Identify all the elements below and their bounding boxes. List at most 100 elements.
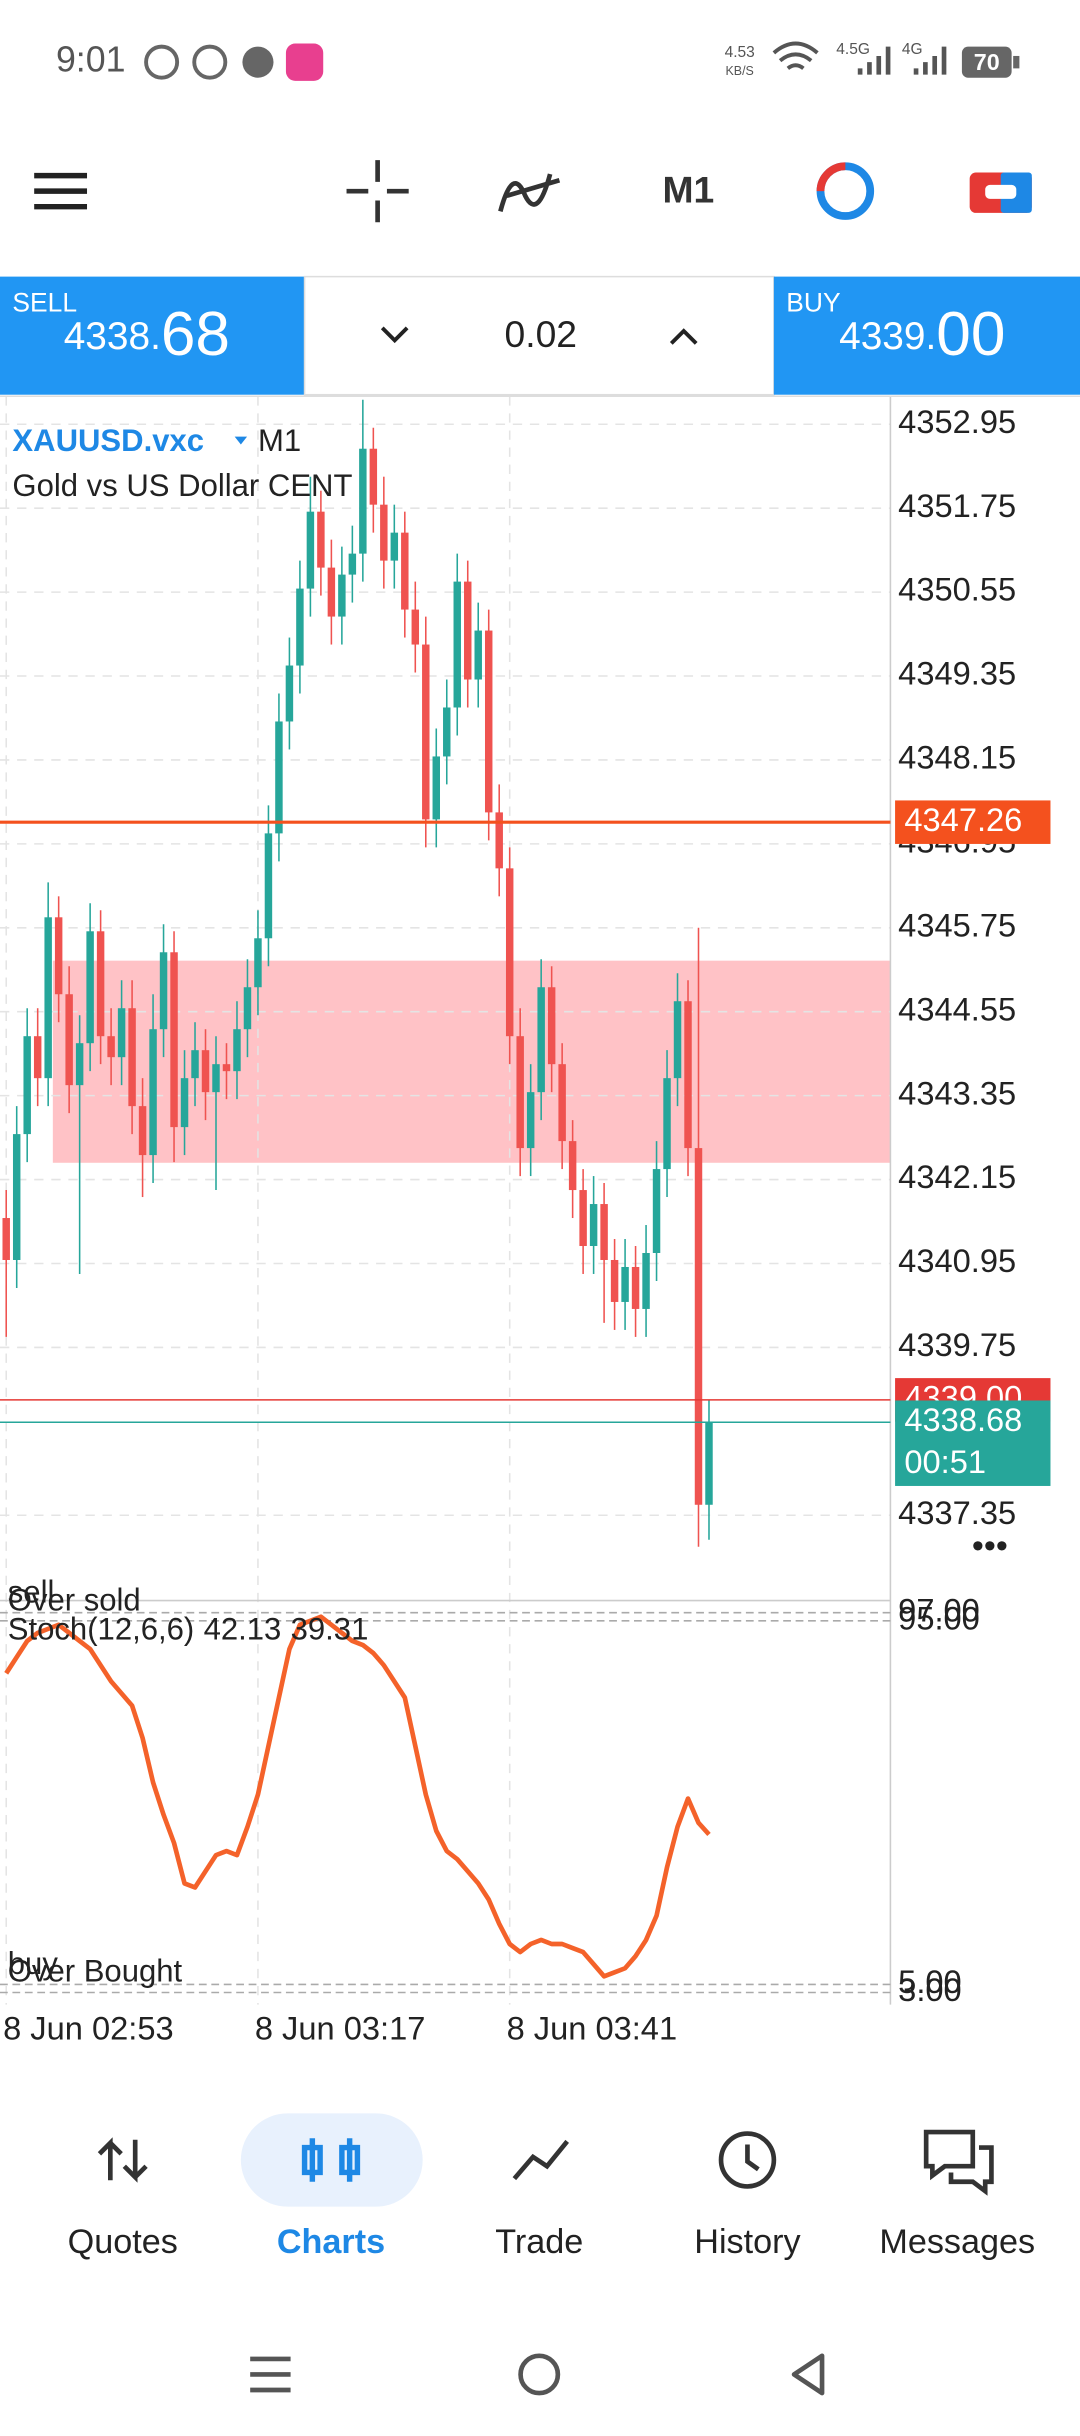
sell-price-big: 68 <box>161 300 230 369</box>
level-label: 5.00 <box>898 1963 961 2000</box>
indicator-header: Stoch(12,6,6) 42.13 39.31 <box>8 1612 369 1647</box>
candle-body <box>558 1064 566 1142</box>
price-line-label-bg <box>895 1400 1051 1486</box>
candle-body <box>233 1029 241 1072</box>
candle-body <box>86 931 94 1044</box>
candle-body <box>264 833 273 939</box>
level-text: sell <box>8 1575 55 1610</box>
quotes-icon <box>97 2137 148 2183</box>
system-home[interactable] <box>518 2353 561 2396</box>
candle-body <box>96 931 105 1037</box>
nav-label[interactable]: Quotes <box>68 2223 178 2261</box>
network-2: 4G <box>902 41 923 58</box>
candle-body <box>411 609 420 645</box>
candle-body <box>359 448 367 554</box>
countdown: 00:51 <box>904 1443 986 1480</box>
bottom-nav: Quotes Charts Trade History Messages <box>68 2113 1035 2261</box>
objects-button-accent <box>816 162 846 192</box>
active-tab-highlight <box>240 2113 423 2207</box>
level-text: Over Bought <box>8 1954 183 1989</box>
nav-label[interactable]: Charts <box>277 2223 385 2261</box>
signal-icon <box>857 46 891 75</box>
candle-body <box>380 504 388 561</box>
battery <box>961 46 1012 78</box>
y-tick-label: 4351.75 <box>898 487 1016 524</box>
nav-label[interactable]: Messages <box>879 2223 1035 2261</box>
candle-body <box>138 1106 147 1156</box>
more-button[interactable]: ••• <box>972 1527 1008 1565</box>
charts-icon <box>301 2138 361 2182</box>
candle-body <box>254 938 262 988</box>
menu-button[interactable] <box>34 172 88 210</box>
candle-body <box>568 1141 577 1191</box>
candle-body <box>600 1204 608 1260</box>
candle-body <box>159 952 168 1030</box>
candle-body <box>526 1092 535 1149</box>
sell-price: 4338.68 <box>64 300 230 369</box>
y-tick-label: 4339.75 <box>898 1326 1016 1363</box>
indicator-signal-value: 39.31 <box>291 1612 369 1647</box>
crosshair-button[interactable] <box>346 160 409 223</box>
y-tick-label: 4348.15 <box>898 739 1016 776</box>
candle-body <box>180 1078 189 1128</box>
history-icon <box>718 2131 777 2189</box>
volume-decrease[interactable] <box>380 326 409 344</box>
indicator-name: Stoch(12,6,6) <box>8 1612 194 1647</box>
candle-body <box>348 553 357 575</box>
status-time: 9:01 <box>56 40 126 80</box>
y-tick-label: 4337.35 <box>898 1494 1016 1531</box>
nav-label[interactable]: History <box>694 2223 801 2261</box>
candle-body <box>663 1078 671 1170</box>
price-line-label: 4338.68 <box>904 1401 1022 1438</box>
system-recents[interactable] <box>250 2356 291 2393</box>
x-tick-label: 8 Jun 03:17 <box>255 2010 426 2047</box>
candle-body <box>275 721 283 834</box>
candle-body <box>65 994 73 1086</box>
candle-body <box>317 511 325 568</box>
candle-body <box>621 1266 629 1302</box>
candle-body <box>495 812 503 869</box>
buy-label: BUY <box>786 288 841 318</box>
candle-body <box>443 707 451 757</box>
candle-body <box>547 987 556 1065</box>
candle-body <box>484 630 493 813</box>
candle-body <box>694 1148 703 1505</box>
candle-body <box>537 987 545 1093</box>
price-line-label: 4347.26 <box>904 801 1022 838</box>
candle-body <box>369 448 378 505</box>
candle-body <box>505 868 514 1037</box>
x-tick-label: 8 Jun 03:41 <box>507 2010 678 2047</box>
net-unit: KB/S <box>726 64 754 78</box>
messages-icon <box>923 2129 994 2196</box>
sell-button[interactable] <box>0 276 305 395</box>
candle-body <box>107 1036 115 1058</box>
candle-body <box>673 1001 682 1079</box>
candle-body <box>285 665 294 722</box>
candle-body <box>422 644 430 820</box>
timeframe-button[interactable]: M1 <box>663 169 715 211</box>
volume-box <box>303 275 775 396</box>
candle-body <box>338 574 346 617</box>
candle-body <box>54 917 63 995</box>
y-tick-label: 4350.55 <box>898 571 1016 608</box>
wifi-icon <box>772 41 819 70</box>
candle-body <box>75 1043 84 1086</box>
candle-body <box>44 917 52 1079</box>
volume[interactable]: 0.02 <box>504 313 577 355</box>
candle-body <box>390 532 399 561</box>
nav-label[interactable]: Trade <box>495 2223 583 2261</box>
signal-icon <box>913 46 947 75</box>
candle-body <box>432 756 441 820</box>
system-back[interactable] <box>791 2353 825 2396</box>
volume-increase[interactable] <box>669 328 698 345</box>
candle-body <box>306 511 315 589</box>
indicators-button[interactable] <box>498 173 561 212</box>
buy-button[interactable] <box>773 276 1080 395</box>
trade-icon <box>512 2139 570 2181</box>
candle-body <box>2 1218 10 1260</box>
y-tick-label: 4342.15 <box>898 1158 1016 1195</box>
candle-body <box>191 1050 199 1079</box>
